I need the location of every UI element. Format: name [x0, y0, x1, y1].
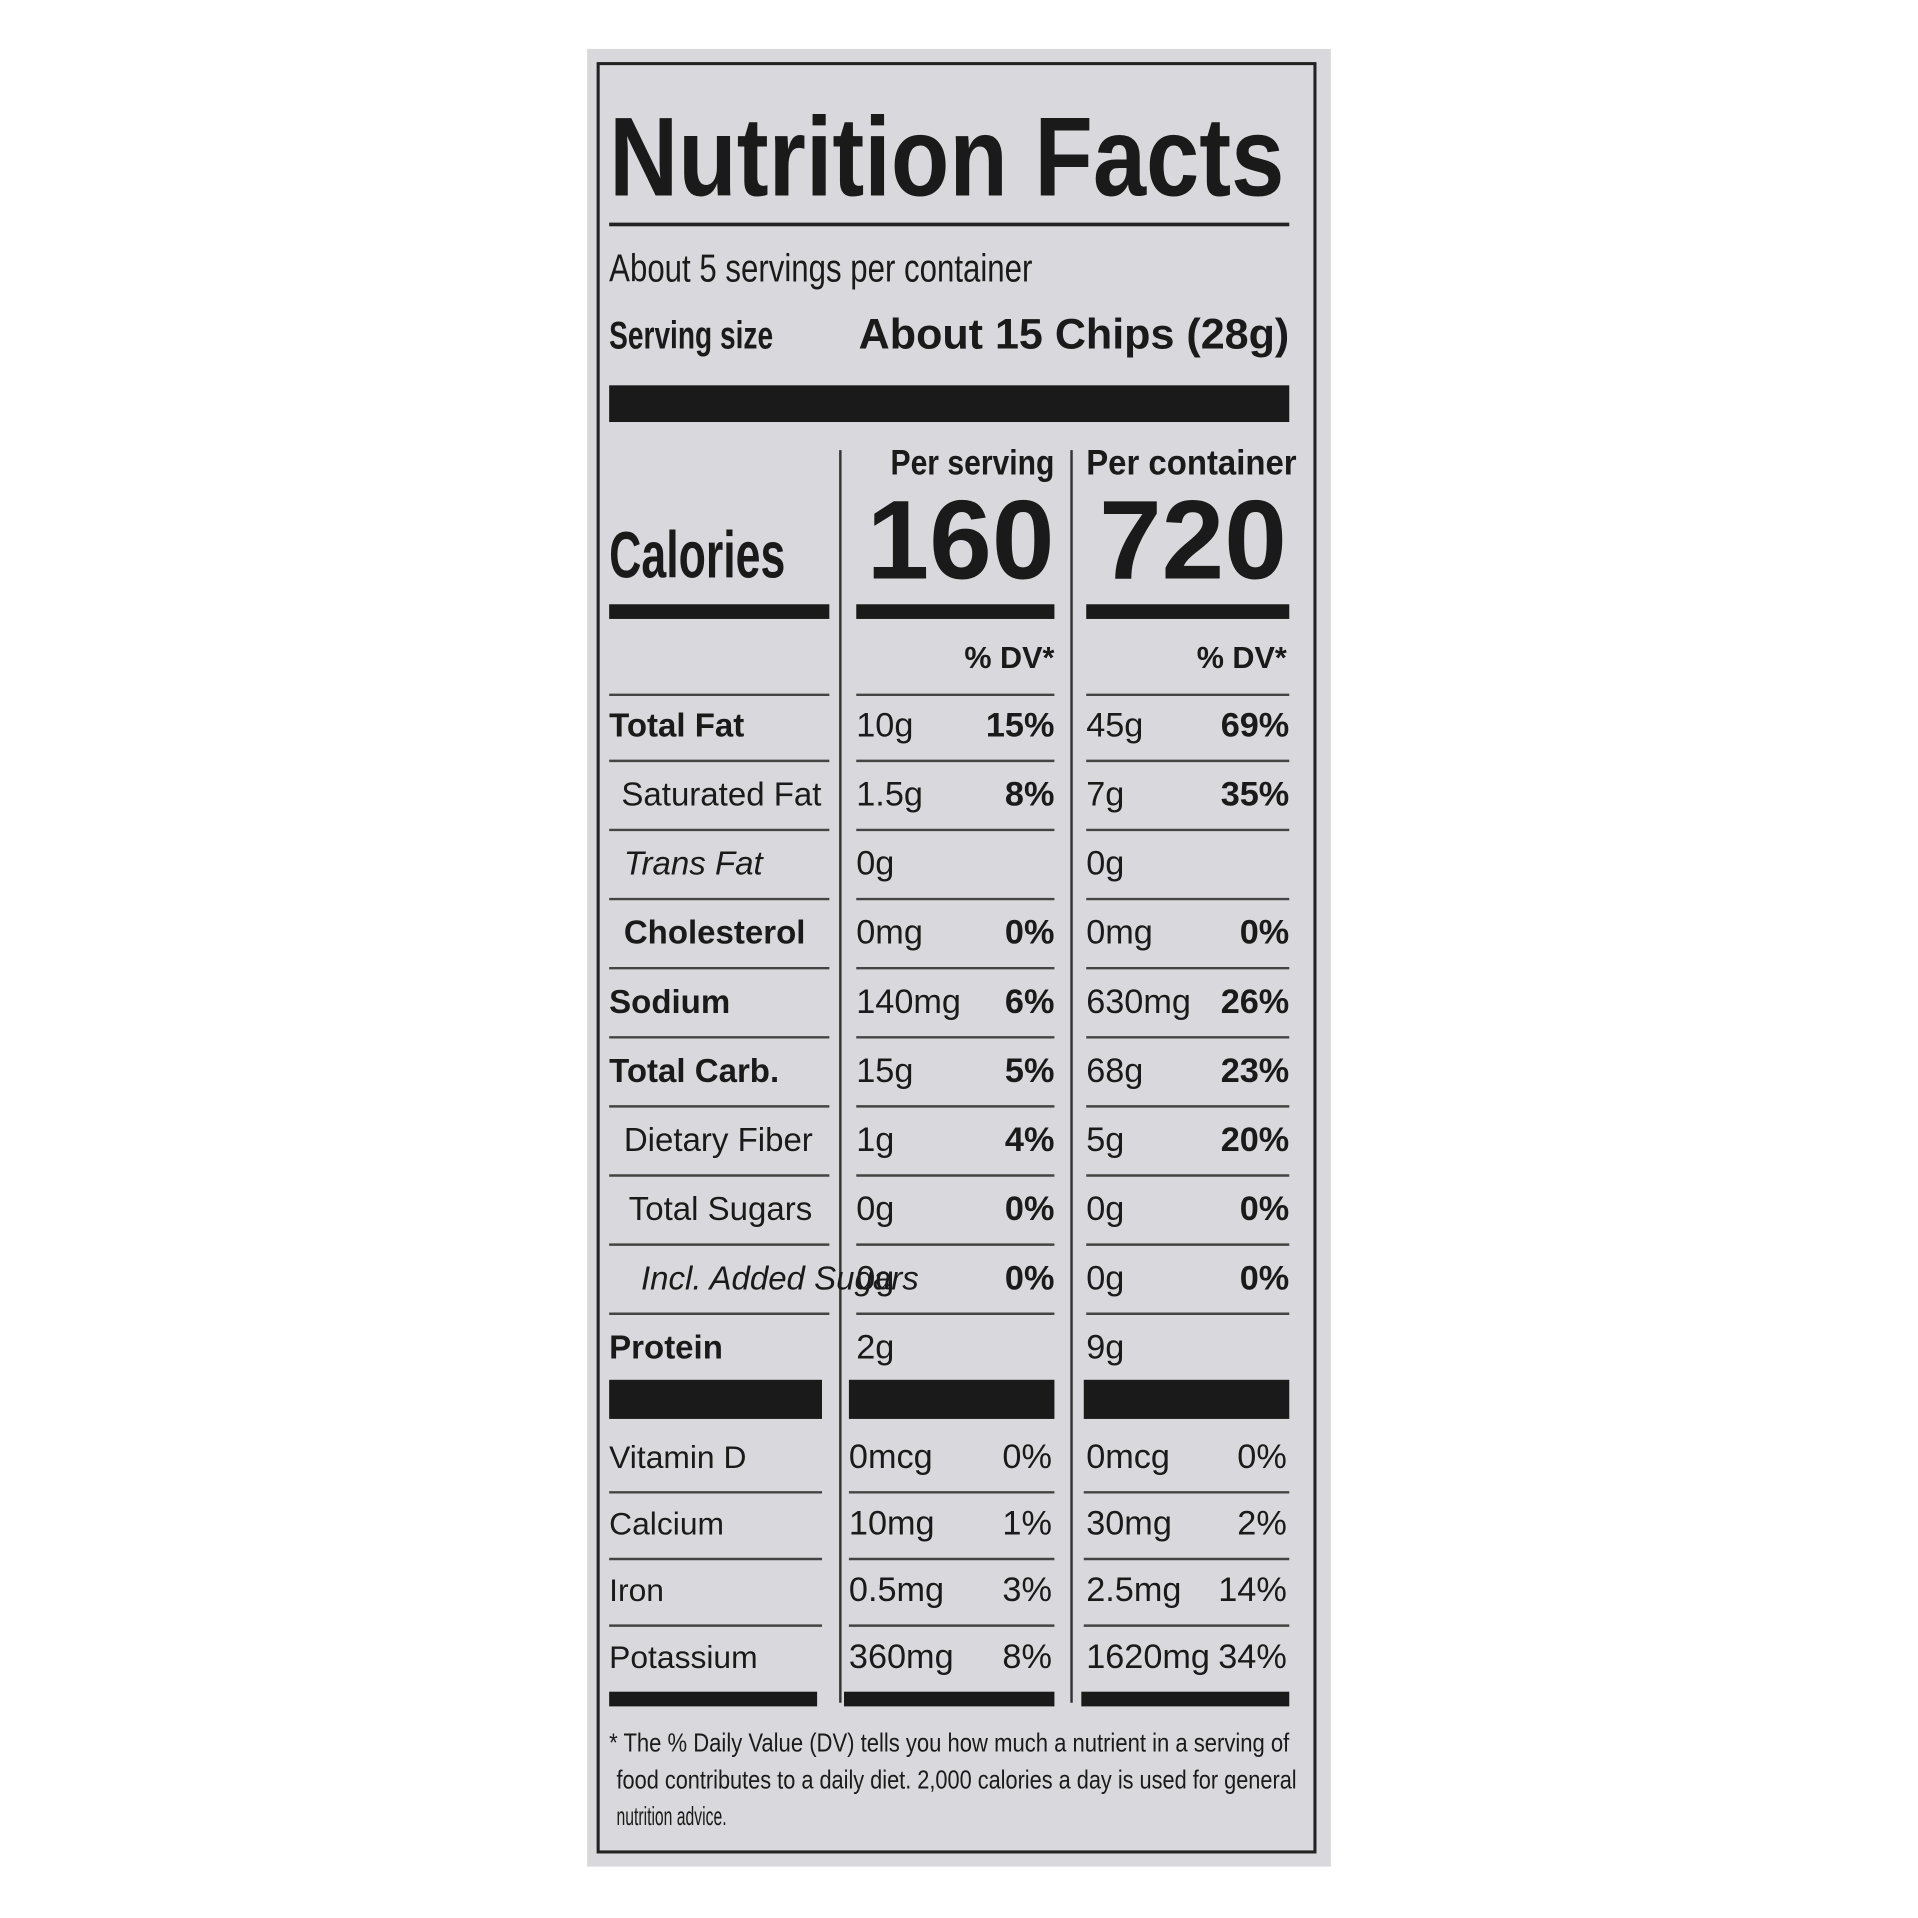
bar	[609, 1691, 818, 1707]
column-header: Per container	[1086, 443, 1297, 483]
nutrient-name: Cholesterol	[624, 914, 806, 951]
nutrient-name: Trans Fat	[624, 845, 765, 882]
calories-label: Calories	[609, 517, 785, 591]
amount: 0g	[856, 1259, 894, 1297]
daily-value: 35%	[1221, 775, 1290, 813]
nutrient-name: Total Fat	[609, 706, 744, 743]
daily-value: 0%	[1240, 914, 1290, 952]
thick-bar	[609, 385, 1290, 423]
daily-value: 1%	[1002, 1505, 1052, 1543]
footnote: * The % Daily Value (DV) tells you how m…	[609, 1730, 1290, 1758]
amount: 0g	[856, 845, 894, 883]
daily-value: 34%	[1218, 1638, 1287, 1676]
bar	[1081, 1691, 1290, 1707]
bar	[848, 1379, 1055, 1419]
daily-value: 0%	[1237, 1438, 1287, 1476]
amount: 1620mg	[1086, 1638, 1210, 1676]
footnote: nutrition advice.	[617, 1803, 727, 1831]
amount: 15g	[856, 1052, 913, 1090]
amount: 0g	[856, 1190, 894, 1228]
bar	[609, 604, 830, 619]
nutrient-name: Saturated Fat	[621, 775, 821, 812]
label-background	[587, 48, 1331, 1867]
nutrient-name: Sodium	[609, 983, 730, 1020]
daily-value: 23%	[1221, 1052, 1290, 1090]
title: Nutrition Facts	[609, 94, 1284, 220]
daily-value: 8%	[1005, 775, 1055, 813]
footnote: food contributes to a daily diet. 2,000 …	[617, 1766, 1297, 1794]
servings: About 5 servings per container	[609, 247, 1032, 290]
bar	[609, 1379, 822, 1419]
amount: 360mg	[849, 1638, 954, 1676]
amount: 0.5mg	[849, 1571, 944, 1609]
daily-value: 2%	[1237, 1505, 1287, 1543]
amount: 0mg	[856, 914, 923, 952]
bar	[1086, 604, 1290, 619]
daily-value: 14%	[1218, 1571, 1287, 1609]
bar	[844, 1691, 1055, 1707]
amount: 140mg	[856, 983, 961, 1021]
nutrient-name: Total Sugars	[629, 1190, 813, 1227]
daily-value: 0%	[1005, 1259, 1055, 1297]
label-border	[596, 62, 1317, 1854]
daily-value: 0%	[1005, 1190, 1055, 1228]
daily-value: 20%	[1221, 1121, 1290, 1159]
calories-value: 160	[867, 477, 1055, 603]
daily-value: 0%	[1240, 1190, 1290, 1228]
daily-value: 26%	[1221, 983, 1290, 1021]
amount: 2.5mg	[1086, 1571, 1181, 1609]
nutrient-name: Protein	[609, 1328, 723, 1365]
vitamin-name: Vitamin D	[609, 1439, 746, 1475]
amount: 30mg	[1086, 1505, 1172, 1543]
rows: Total Fat 10g 15% 45g 69% Saturated Fat 1.5g 8%…	[609, 693, 1297, 1831]
daily-value: 0%	[1240, 1259, 1290, 1297]
bar	[1083, 1379, 1290, 1419]
rule	[609, 222, 1290, 227]
calories-value: 720	[1099, 477, 1287, 603]
daily-value: 6%	[1005, 983, 1055, 1021]
daily-value: 0%	[1002, 1438, 1052, 1476]
serving-size-value: About 15 Chips (28g)	[859, 311, 1290, 359]
dv-header: % DV*	[964, 641, 1054, 675]
amount: 9g	[1086, 1328, 1124, 1366]
nutrient-name: Dietary Fiber	[624, 1121, 813, 1158]
vitamin-name: Calcium	[609, 1506, 724, 1542]
daily-value: 69%	[1221, 706, 1290, 744]
amount: 1g	[856, 1121, 894, 1159]
amount: 7g	[1086, 775, 1124, 813]
amount: 68g	[1086, 1052, 1143, 1090]
vitamin-name: Iron	[609, 1572, 664, 1608]
column-header: Per serving	[891, 443, 1055, 483]
amount: 0mg	[1086, 914, 1153, 952]
nutrient-name: Incl. Added Sugars	[641, 1259, 919, 1296]
amount: 0g	[1086, 845, 1124, 883]
amount: 0g	[1086, 1190, 1124, 1228]
amount: 0mcg	[849, 1438, 933, 1476]
daily-value: 4%	[1005, 1121, 1055, 1159]
serving-size-label: Serving size	[609, 315, 773, 358]
daily-value: 8%	[1002, 1638, 1052, 1676]
amount: 10g	[856, 706, 913, 744]
vitamin-name: Potassium	[609, 1639, 757, 1675]
amount: 630mg	[1086, 983, 1191, 1021]
amount: 2g	[856, 1328, 894, 1366]
amount: 10mg	[849, 1505, 935, 1543]
amount: 0g	[1086, 1259, 1124, 1297]
dv-header: % DV*	[1197, 641, 1287, 675]
amount: 0mcg	[1086, 1438, 1170, 1476]
daily-value: 15%	[986, 706, 1055, 744]
daily-value: 0%	[1005, 914, 1055, 952]
nutrient-name: Total Carb.	[609, 1052, 779, 1089]
daily-value: 3%	[1002, 1571, 1052, 1609]
amount: 5g	[1086, 1121, 1124, 1159]
amount: 1.5g	[856, 775, 923, 813]
amount: 45g	[1086, 706, 1143, 744]
bar	[856, 604, 1055, 619]
daily-value: 5%	[1005, 1052, 1055, 1090]
